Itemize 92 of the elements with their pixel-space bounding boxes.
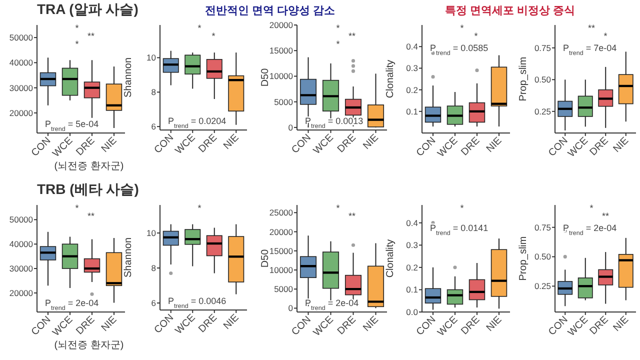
text: (뇌전증 환자군) (54, 161, 124, 172)
annotation: ** (348, 31, 356, 41)
text: 전반적인 면역 다양성 감소 (204, 5, 336, 17)
x-tick-label: NIE (100, 314, 120, 334)
y-axis-title: Shannon (123, 57, 134, 98)
annotation: * (474, 31, 478, 41)
y-tick-label: 6 (151, 122, 156, 132)
y-axis-title: Prop_slim (518, 56, 529, 102)
y-tick-label: 0.50 (534, 252, 552, 262)
y-tick-label: 30000 (9, 264, 34, 274)
y-tick-label: 40000 (9, 239, 34, 250)
y-tick-label: 0.2 (406, 84, 418, 95)
y-axis-title: D50 (260, 248, 271, 268)
y-tick-label: 10 (146, 52, 156, 63)
y-axis-title: Shannon (123, 237, 134, 278)
y-tick-label: 0.50 (534, 74, 552, 85)
annotation: * (336, 203, 340, 213)
y-tick-label: 8 (151, 87, 156, 98)
x-tick-label: NIE (611, 135, 632, 155)
y-tick-label: 8 (151, 263, 156, 273)
y-tick-label: 15000 (269, 246, 294, 256)
y-tick-label: 10000 (269, 71, 294, 82)
annotation: * (75, 23, 80, 33)
annotation: P$_{trend}$ = 2e-04 (45, 298, 99, 312)
annotation: P$_{trend}$ = 0.0204 (168, 116, 226, 130)
y-tick-label: 10 (146, 228, 156, 238)
y-tick-label: 25000 (269, 208, 294, 218)
y-tick-label: 0.3 (406, 240, 418, 250)
annotation: ** (87, 211, 95, 221)
y-tick-label: 0.25 (534, 281, 552, 292)
annotation: * (460, 23, 464, 33)
annotation: ** (87, 31, 95, 41)
y-tick-label: 0.1 (406, 284, 418, 295)
annotation: * (198, 23, 202, 33)
y-tick-label: 5000 (274, 96, 294, 107)
chart-title: TRA (알파 사슬) (37, 1, 138, 17)
y-tick-label: 0.4 (406, 42, 418, 52)
y-tick-label: 0.25 (534, 106, 552, 116)
x-tick-label: NIE (484, 314, 504, 334)
annotation: * (336, 23, 340, 33)
x-tick-label: NIE (100, 135, 120, 155)
chart-title: TRB (베타 사슬) (37, 181, 139, 197)
annotation: P$_{trend}$ = 0.0585 (430, 43, 488, 56)
y-tick-label: 20000 (269, 226, 294, 237)
y-tick-label: 10000 (269, 264, 294, 275)
annotation: * (75, 39, 80, 49)
y-tick-label: 6 (151, 298, 156, 308)
annotation: * (336, 39, 340, 49)
y-axis-title: Prop_slim (518, 236, 529, 281)
annotation: * (75, 203, 80, 213)
y-tick-label: 20000 (9, 288, 34, 298)
y-axis-title: Clonality (385, 60, 396, 98)
annotation: ** (588, 23, 596, 33)
y-tick-label: 0.1 (406, 106, 418, 116)
x-tick-label: NIE (484, 135, 504, 155)
annotation: ** (602, 211, 610, 221)
x-tick-label: NIE (611, 314, 632, 334)
y-tick-label: 0 (288, 303, 294, 314)
annotation: * (212, 31, 216, 41)
annotation: * (590, 203, 594, 213)
annotation: P$_{trend}$ = 7e-04 (563, 43, 617, 56)
annotation: P$_{trend}$ = 0.0046 (168, 296, 226, 310)
annotation: * (198, 203, 202, 213)
x-tick-label: NIE (361, 132, 382, 152)
y-tick-label: 0.75 (534, 42, 552, 53)
x-tick-label: NIE (222, 132, 242, 152)
y-tick-label: 0.75 (534, 222, 552, 232)
y-tick-label: 0.4 (406, 218, 418, 228)
annotation: * (460, 203, 464, 213)
y-tick-label: 30000 (9, 82, 34, 93)
x-tick-label: NIE (361, 314, 382, 334)
annotation: ** (348, 211, 356, 221)
y-tick-label: 20000 (9, 108, 34, 118)
y-tick-label: 0 (288, 122, 294, 132)
y-tick-label: 40000 (9, 58, 34, 68)
annotation: P$_{trend}$ = 5e-04 (45, 119, 99, 132)
y-axis-title: Clonality (385, 239, 396, 278)
y-tick-label: 50000 (9, 32, 34, 43)
y-tick-label: 0.0 (406, 307, 418, 317)
y-axis-title: D50 (260, 68, 271, 87)
y-tick-label: 20000 (269, 20, 294, 30)
annotation: P$_{trend}$ = 2e-04 (563, 223, 617, 236)
text: (뇌전증 환자군) (54, 340, 124, 351)
y-tick-label: 5000 (274, 284, 294, 294)
chart-title: 특정 면역세포 비정상 증식 (444, 5, 576, 17)
annotation: P$_{trend}$ = 0.0141 (430, 223, 488, 236)
y-tick-label: 0.3 (406, 63, 418, 74)
y-tick-label: 0.2 (406, 262, 418, 272)
y-tick-label: 15000 (269, 46, 294, 56)
x-tick-label: NIE (222, 312, 242, 332)
annotation: * (604, 31, 608, 41)
y-tick-label: 50000 (9, 214, 34, 225)
